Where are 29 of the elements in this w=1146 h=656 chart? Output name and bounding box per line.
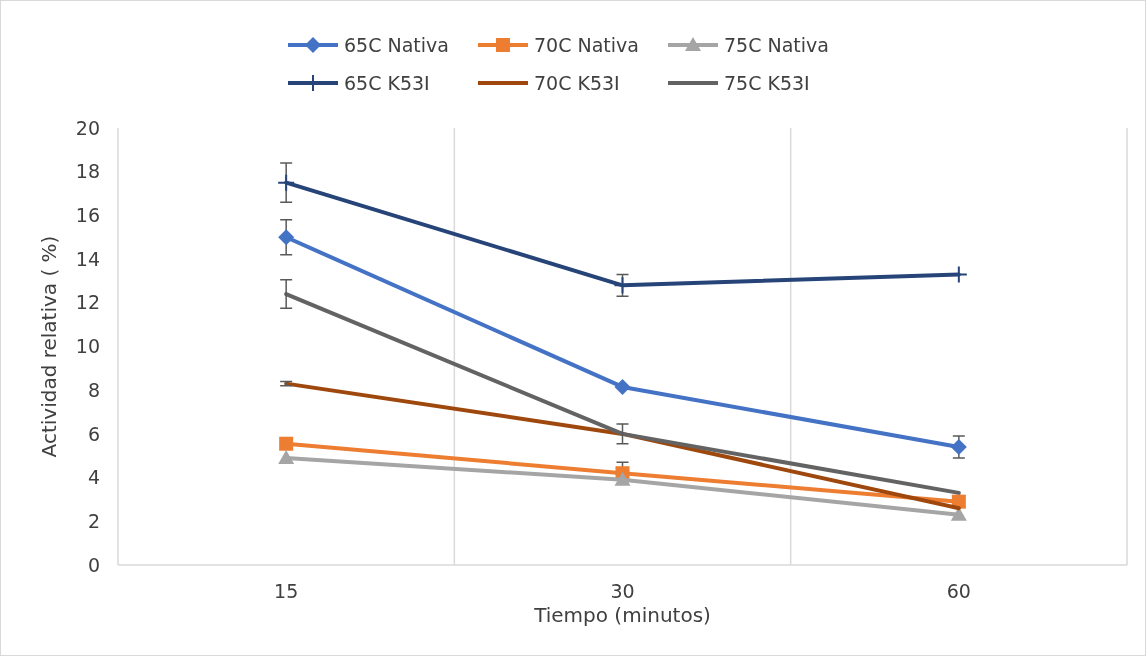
y-tick-label: 14: [75, 247, 100, 270]
y-tick-label: 12: [75, 291, 100, 314]
legend-label: 70C Nativa: [534, 33, 639, 56]
point: [278, 229, 295, 246]
y-tick-label: 20: [75, 116, 100, 139]
y-tick-label: 10: [75, 335, 100, 358]
y-tick-label: 6: [87, 422, 100, 445]
point: [614, 471, 631, 486]
point: [614, 378, 631, 395]
y-tick-label: 2: [87, 509, 100, 532]
x-tick-label: 15: [274, 580, 299, 602]
point: [277, 173, 296, 192]
point: [279, 436, 294, 451]
y-tick-label: 18: [75, 160, 100, 183]
legend-label: 65C Nativa: [344, 33, 449, 56]
x-axis-title: Tiempo (minutos): [533, 603, 711, 627]
x-tick-label: 60: [946, 580, 971, 602]
legend-label: 65C K53I: [344, 71, 430, 94]
y-tick-label: 8: [87, 378, 100, 401]
point: [950, 439, 967, 456]
x-tick-label: 30: [610, 580, 635, 602]
legend-label: 75C K53I: [724, 71, 810, 94]
y-tick-label: 16: [75, 204, 100, 227]
y-axis-title: Actividad relativa ( %): [37, 235, 61, 458]
point: [278, 449, 295, 464]
y-tick-label: 4: [87, 466, 100, 489]
legend-label: 75C Nativa: [724, 33, 829, 56]
y-tick-label: 0: [87, 553, 100, 576]
legend-label: 70C K53I: [534, 71, 620, 94]
